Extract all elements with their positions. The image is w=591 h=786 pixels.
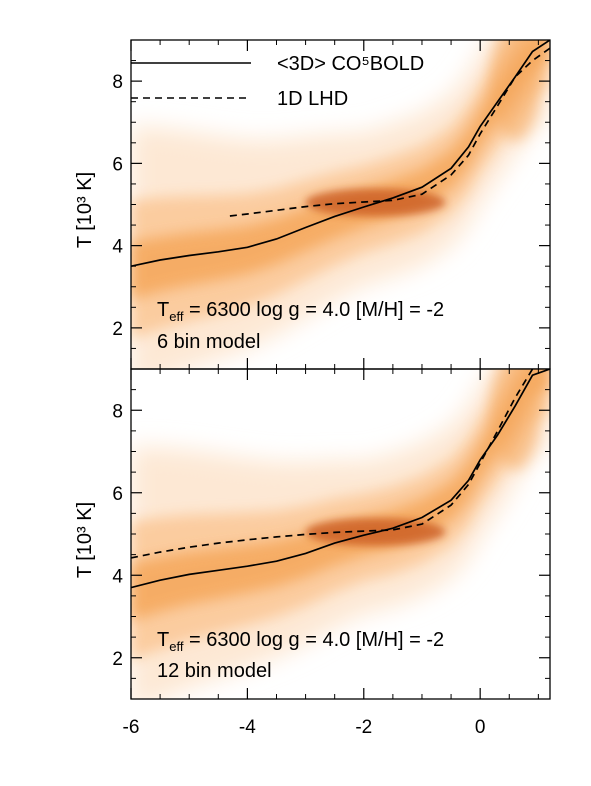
temperature-profiles-top: [131, 40, 550, 268]
series-3d-co5bold-line: [131, 369, 550, 589]
y-tick-label: 6: [112, 154, 123, 175]
axis-ticks-top: 2 4 6 8: [112, 39, 550, 370]
series-1d-lhd-line: [229, 47, 550, 217]
series-1d-lhd-line: [131, 369, 534, 559]
y-axis-title-bottom: T [10³ K]: [74, 502, 96, 578]
y-tick-label: 8: [112, 401, 123, 422]
density-inner: [131, 369, 550, 621]
teff-rest: = 6300 log g = 4.0 [M/H] = -2: [183, 299, 444, 321]
x-tick-label: -6: [123, 717, 140, 738]
annotation-line1-top: Teff = 6300 log g = 4.0 [M/H] = -2: [157, 299, 444, 324]
density-core: [305, 188, 446, 217]
plot-frame-bottom: [130, 368, 551, 700]
panel-top-6-bin: 2 4 6 8 <3D> CO⁵BOLD 1D LHD Teff = 6300 log…: [74, 39, 551, 370]
y-tick-label: 2: [112, 319, 123, 340]
temperature-profiles-bottom: [131, 369, 550, 589]
x-tick-label: -2: [355, 717, 372, 738]
teff-rest: = 6300 log g = 4.0 [M/H] = -2: [183, 629, 444, 651]
series-3d-co5bold-line: [131, 40, 550, 268]
teff-subscript: eff: [169, 309, 184, 324]
legend: <3D> CO⁵BOLD 1D LHD: [131, 53, 424, 110]
density-inner: [131, 40, 550, 300]
y-tick-label: 4: [112, 237, 123, 258]
legend-label-1d: 1D LHD: [277, 88, 348, 110]
x-tick-label: 0: [475, 717, 486, 738]
y-tick-label: 4: [112, 566, 123, 587]
annotation-line1-bottom: Teff = 6300 log g = 4.0 [M/H] = -2: [157, 629, 444, 654]
y-tick-label: 6: [112, 484, 123, 505]
panel-bottom-12-bin: 2 4 6 8 -6 -4 -2 0 Teff = 6300 log g = 4.0 [M/H…: [74, 368, 551, 738]
y-tick-label: 8: [112, 72, 123, 93]
teff-symbol: T: [157, 629, 169, 651]
y-axis-title-top: T [10³ K]: [74, 172, 96, 248]
teff-subscript: eff: [169, 639, 184, 654]
y-tick-label: 2: [112, 649, 123, 670]
annotation-line2-top: 6 bin model: [157, 331, 260, 353]
density-upper-branch: [490, 40, 541, 142]
annotation-line2-bottom: 12 bin model: [157, 660, 272, 682]
density-upper-branch: [490, 369, 541, 471]
teff-symbol: T: [157, 299, 169, 321]
legend-label-3d: <3D> CO⁵BOLD: [277, 53, 424, 75]
x-tick-label: -4: [239, 717, 256, 738]
